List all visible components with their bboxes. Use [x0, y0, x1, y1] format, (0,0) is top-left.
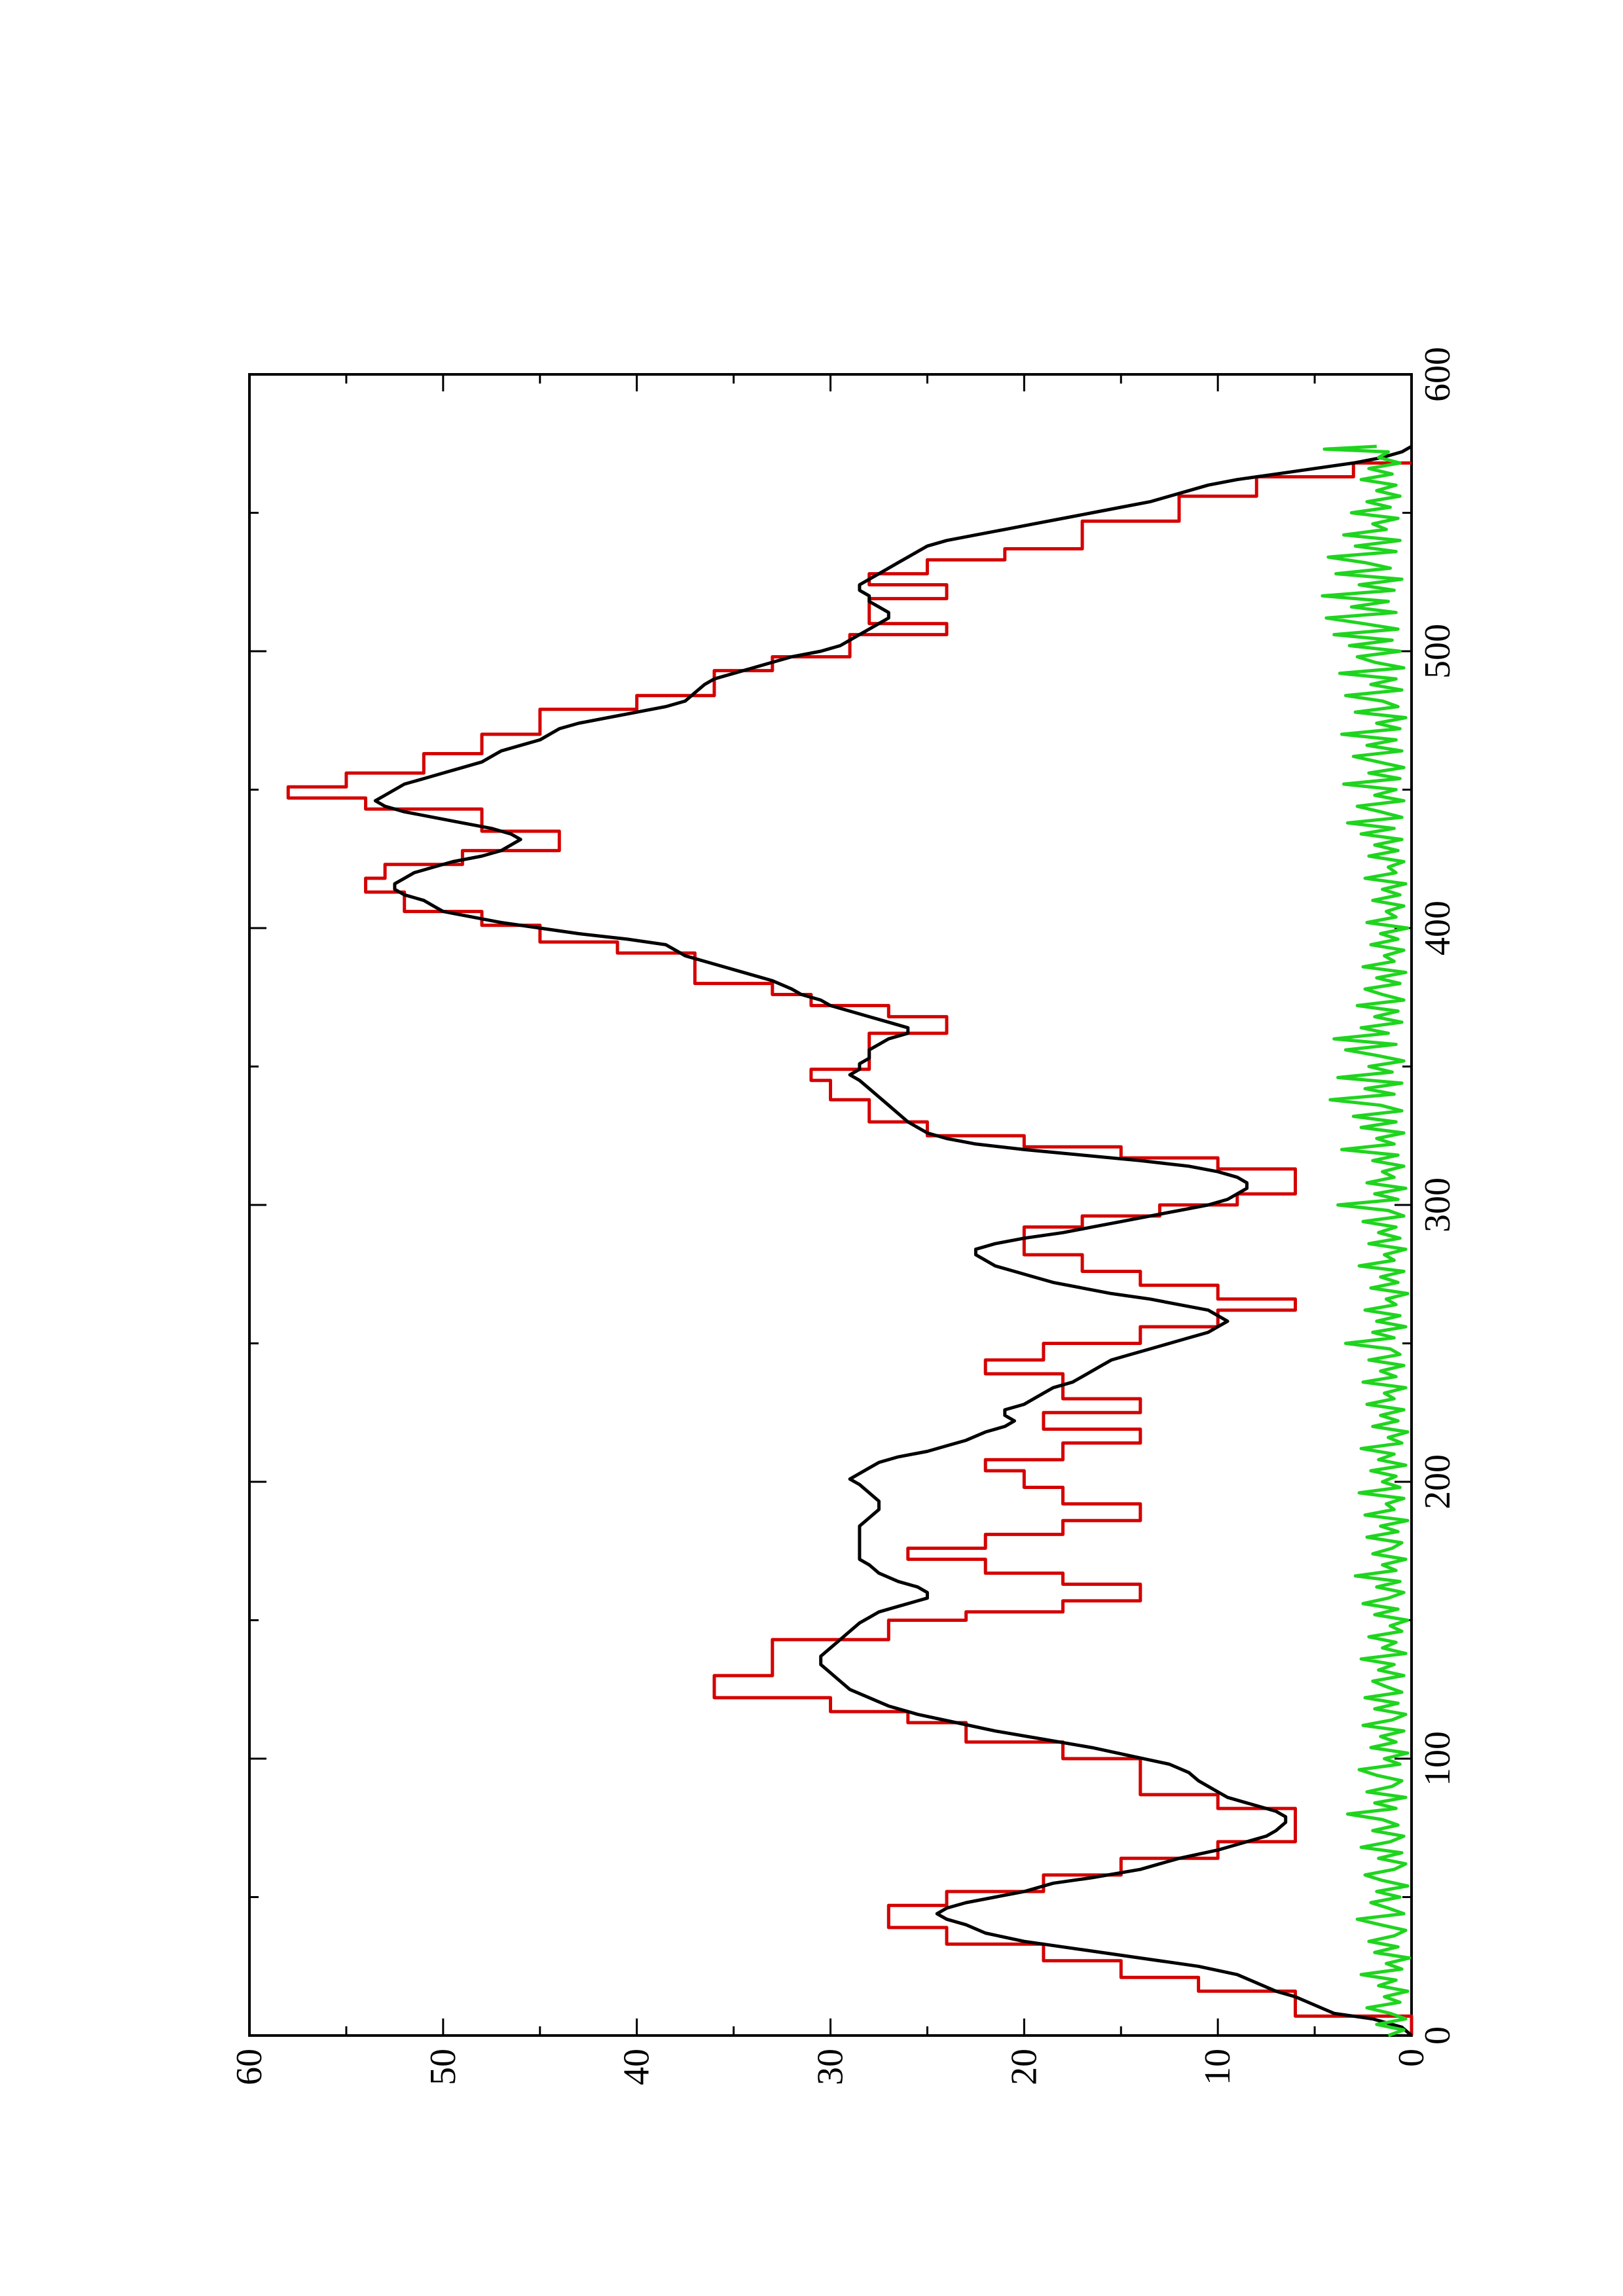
- x-tick-label: 300: [1417, 1177, 1458, 1232]
- y-tick-label: 50: [423, 2049, 464, 2085]
- x-tick-label: 0: [1417, 2026, 1458, 2045]
- y-tick-label: 40: [617, 2049, 657, 2085]
- y-tick-label: 30: [811, 2049, 851, 2085]
- series-red-step: [286, 461, 1413, 2036]
- x-tick-label: 200: [1417, 1454, 1458, 1509]
- axis-ticks: [248, 373, 1413, 2037]
- y-tick-label: 60: [229, 2049, 270, 2085]
- x-axis-tick-labels: 0 100 200 300 400 500 600: [1417, 347, 1458, 2045]
- y-axis-tick-labels: 0 10 20 30 40 50 60: [229, 2049, 1432, 2085]
- x-tick-label: 400: [1417, 901, 1458, 956]
- x-tick-label: 500: [1417, 624, 1458, 679]
- series-green-noise: [1321, 444, 1412, 2037]
- x-tick-label: 100: [1417, 1731, 1458, 1786]
- y-tick-label: 0: [1391, 2049, 1432, 2067]
- series-black-line: [373, 444, 1413, 2037]
- x-tick-label: 600: [1417, 347, 1458, 402]
- y-tick-label: 20: [1004, 2049, 1044, 2085]
- series-group: [286, 444, 1413, 2037]
- y-tick-label: 10: [1197, 2049, 1238, 2085]
